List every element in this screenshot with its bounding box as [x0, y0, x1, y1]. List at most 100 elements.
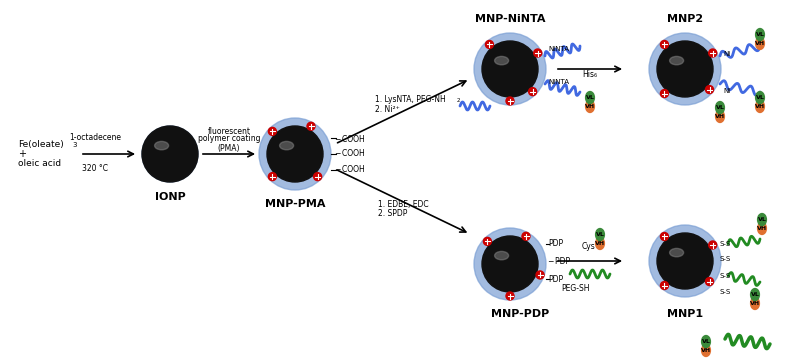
Text: fluorescent: fluorescent [207, 127, 250, 136]
Circle shape [522, 232, 530, 240]
Text: VH: VH [715, 114, 725, 119]
Ellipse shape [757, 214, 766, 226]
Text: ─ COOH: ─ COOH [335, 165, 364, 174]
Circle shape [506, 97, 514, 105]
Text: 2: 2 [457, 98, 461, 103]
Text: 1-octadecene: 1-octadecene [69, 133, 121, 142]
Text: ─ PDP: ─ PDP [548, 257, 570, 265]
Ellipse shape [750, 297, 759, 309]
Text: MNP2: MNP2 [667, 14, 703, 24]
Circle shape [482, 41, 538, 97]
Text: PEG-SH: PEG-SH [561, 284, 589, 293]
Text: VL: VL [702, 339, 711, 344]
Text: VH: VH [755, 41, 765, 46]
Text: VH: VH [755, 104, 765, 109]
Circle shape [661, 233, 669, 241]
Text: VH: VH [595, 241, 605, 246]
Ellipse shape [596, 237, 604, 249]
Circle shape [268, 127, 276, 135]
Ellipse shape [750, 289, 759, 301]
Text: VH: VH [757, 226, 767, 231]
Ellipse shape [756, 37, 765, 50]
Ellipse shape [495, 56, 509, 65]
Circle shape [661, 281, 669, 289]
Text: VL: VL [596, 232, 604, 237]
Circle shape [529, 88, 537, 96]
Text: S-S: S-S [720, 241, 731, 247]
Text: IONP: IONP [155, 192, 185, 202]
Circle shape [485, 40, 493, 48]
Text: NiNTA: NiNTA [548, 79, 569, 85]
Text: polymer coating: polymer coating [198, 134, 260, 143]
Circle shape [657, 233, 713, 289]
Text: MNP-PMA: MNP-PMA [264, 199, 326, 209]
Text: S-S: S-S [720, 273, 731, 279]
Text: 3: 3 [72, 142, 76, 148]
Text: (PMA): (PMA) [218, 144, 241, 153]
Text: ─ COOH: ─ COOH [335, 150, 364, 158]
Circle shape [268, 173, 276, 181]
Text: +: + [18, 149, 26, 159]
Text: NiNTA: NiNTA [548, 46, 569, 52]
Text: 2. Ni²⁺: 2. Ni²⁺ [375, 104, 399, 114]
Text: MNP-NiNTA: MNP-NiNTA [475, 14, 545, 24]
Circle shape [506, 292, 514, 300]
Circle shape [649, 33, 721, 105]
Ellipse shape [669, 56, 684, 65]
Circle shape [706, 86, 714, 94]
Text: ─ COOH: ─ COOH [335, 135, 364, 143]
Ellipse shape [756, 100, 765, 112]
Circle shape [706, 278, 714, 286]
Text: VH: VH [750, 301, 760, 306]
Circle shape [649, 225, 721, 297]
Ellipse shape [702, 344, 711, 356]
Circle shape [536, 271, 544, 279]
Text: VH: VH [701, 348, 711, 353]
Text: VH: VH [585, 104, 595, 109]
Ellipse shape [669, 248, 684, 257]
Ellipse shape [715, 102, 724, 114]
Circle shape [142, 126, 198, 182]
Text: S-S: S-S [720, 289, 731, 295]
Ellipse shape [155, 141, 168, 150]
Circle shape [267, 126, 323, 182]
Circle shape [657, 41, 713, 97]
Text: PDP: PDP [548, 240, 563, 249]
Ellipse shape [756, 28, 765, 41]
Circle shape [474, 228, 546, 300]
Text: Cys: Cys [581, 242, 595, 251]
Circle shape [709, 241, 717, 249]
Text: VL: VL [750, 292, 759, 297]
Text: VL: VL [715, 105, 724, 110]
Text: oleic acid: oleic acid [18, 159, 61, 169]
Text: VL: VL [757, 217, 766, 222]
Ellipse shape [586, 100, 595, 112]
Text: S-S: S-S [720, 256, 731, 262]
Text: 320 °C: 320 °C [82, 164, 108, 173]
Circle shape [484, 237, 491, 245]
Circle shape [259, 118, 331, 190]
Circle shape [482, 236, 538, 292]
Circle shape [534, 49, 542, 57]
Text: Ni: Ni [723, 51, 730, 57]
Text: VL: VL [585, 95, 595, 100]
Text: VL: VL [756, 95, 765, 100]
Circle shape [661, 90, 669, 98]
Ellipse shape [596, 229, 604, 241]
Text: Fe(oleate): Fe(oleate) [18, 139, 64, 149]
Circle shape [142, 126, 198, 182]
Text: MNP-PDP: MNP-PDP [491, 309, 549, 319]
Text: VL: VL [756, 32, 765, 37]
Text: 1. LysNTA, PEG-NH: 1. LysNTA, PEG-NH [375, 95, 445, 103]
Ellipse shape [757, 222, 766, 234]
Ellipse shape [702, 336, 711, 348]
Text: MNP1: MNP1 [667, 309, 703, 319]
Circle shape [661, 40, 669, 48]
Ellipse shape [279, 141, 294, 150]
Circle shape [314, 173, 322, 181]
Circle shape [709, 49, 717, 57]
Ellipse shape [715, 110, 724, 122]
Ellipse shape [586, 92, 595, 104]
Text: 1. EDBE, EDC: 1. EDBE, EDC [378, 199, 429, 209]
Ellipse shape [756, 92, 765, 104]
